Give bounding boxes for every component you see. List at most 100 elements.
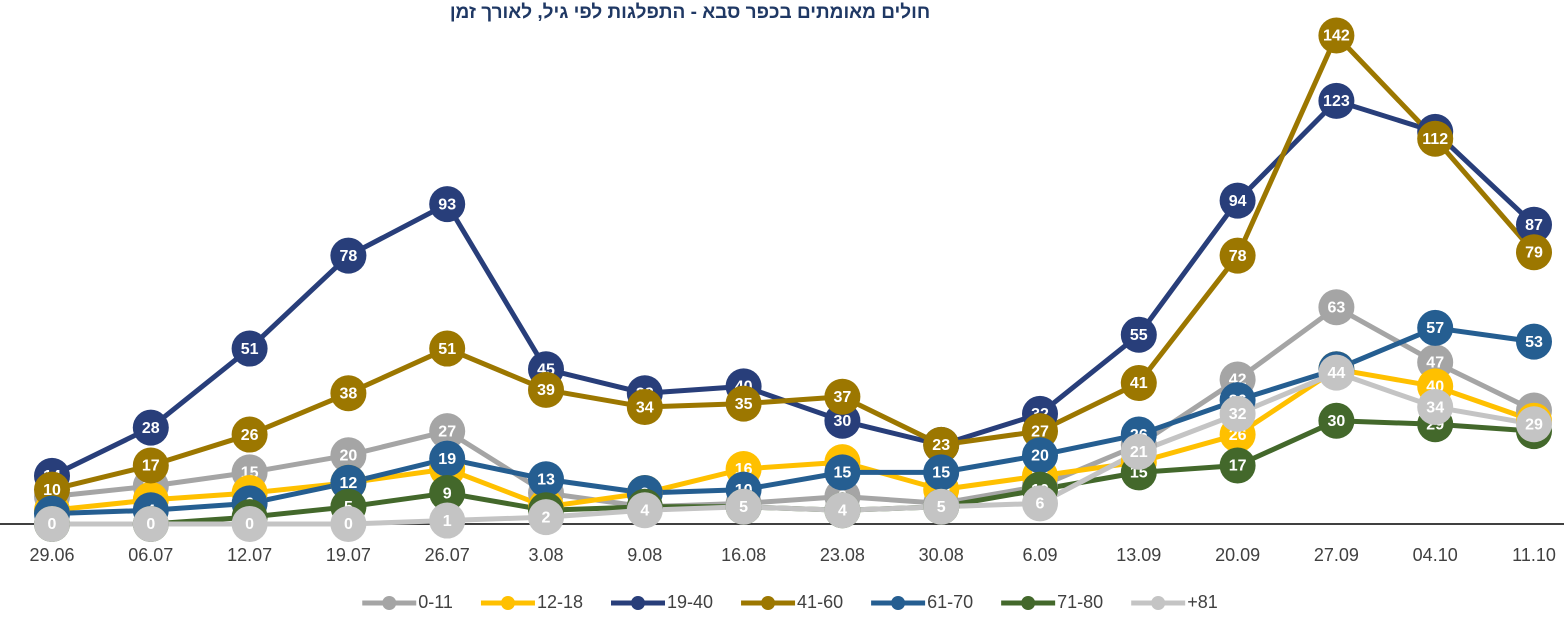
- data-label: 34: [1426, 399, 1444, 416]
- x-tick-label: 04.10: [1413, 545, 1458, 565]
- marker: [824, 492, 861, 529]
- data-label: 30: [834, 413, 852, 430]
- data-label: 78: [1229, 248, 1247, 265]
- x-tick-label: 6.09: [1022, 545, 1057, 565]
- data-label: 10: [43, 482, 61, 499]
- data-label: 1: [443, 513, 452, 530]
- x-tick-label: 26.07: [425, 545, 470, 565]
- marker: [1120, 364, 1157, 401]
- data-label: 5: [937, 499, 946, 516]
- legend-label: 0-11: [418, 592, 453, 612]
- data-label: 41: [1130, 375, 1148, 392]
- data-label: 4: [640, 502, 649, 519]
- marker: [1516, 406, 1552, 443]
- data-label: 15: [932, 465, 950, 482]
- legend-marker: [382, 596, 397, 610]
- marker: [1022, 485, 1058, 522]
- x-tick-label: 12.07: [227, 545, 272, 565]
- legend-marker: [500, 596, 515, 610]
- x-tick-label: 3.08: [528, 545, 563, 565]
- data-label: 47: [1426, 355, 1444, 372]
- marker: [923, 426, 960, 463]
- series-line: [50, 98, 1536, 479]
- marker: [330, 437, 367, 474]
- marker: [1318, 402, 1355, 439]
- marker: [626, 389, 663, 426]
- marker: [1516, 323, 1552, 360]
- marker: [429, 413, 466, 450]
- marker: [923, 454, 960, 491]
- data-label: 0: [48, 516, 57, 533]
- marker: [231, 330, 268, 367]
- data-label: 112: [1422, 131, 1448, 148]
- x-tick-label: 19.07: [326, 545, 371, 565]
- data-label: 38: [340, 385, 358, 402]
- data-label: 44: [1328, 365, 1346, 382]
- data-label: 4: [838, 502, 847, 519]
- marker: [1219, 182, 1256, 219]
- data-label: 0: [344, 516, 353, 533]
- marker: [1219, 395, 1256, 432]
- data-label: 0: [245, 516, 254, 533]
- marker: [1219, 237, 1256, 274]
- data-label: 39: [537, 382, 555, 399]
- data-label: 9: [443, 485, 452, 502]
- data-label: 123: [1323, 93, 1350, 110]
- marker: [725, 488, 762, 525]
- marker: [923, 488, 960, 525]
- data-label: 57: [1426, 320, 1444, 337]
- marker: [429, 502, 466, 539]
- legend-label: 41-60: [797, 592, 843, 612]
- data-label: 15: [834, 465, 852, 482]
- marker: [330, 237, 367, 274]
- x-tick-label: 30.08: [919, 545, 964, 565]
- chart-title: חולים מאומתים בכפר סבא - התפלגות לפי גיל…: [450, 2, 930, 23]
- marker: [429, 186, 466, 223]
- x-tick-label: 9.08: [627, 545, 662, 565]
- marker: [1120, 316, 1157, 353]
- data-label: 0: [146, 516, 155, 533]
- x-tick-label: 11.10: [1512, 545, 1556, 565]
- legend-label: 12-18: [537, 592, 583, 612]
- data-label: 17: [142, 458, 160, 475]
- marker: [1417, 389, 1454, 426]
- data-label: 12: [340, 475, 358, 492]
- data-label: 93: [438, 196, 456, 213]
- data-label: 53: [1525, 334, 1543, 351]
- x-tick-label: 29.06: [29, 545, 74, 565]
- legend-label: 19-40: [667, 592, 713, 612]
- legend-marker: [761, 596, 776, 610]
- data-label: 78: [340, 248, 358, 265]
- marker: [1318, 289, 1355, 326]
- legend-label: +81: [1187, 592, 1218, 612]
- legend-marker: [631, 596, 646, 610]
- marker: [132, 506, 169, 542]
- marker: [528, 371, 564, 408]
- marker: [429, 475, 466, 512]
- marker: [824, 378, 861, 415]
- marker: [725, 385, 762, 422]
- data-label: 20: [1031, 447, 1049, 464]
- series-line: [51, 33, 1536, 493]
- data-label: 20: [340, 447, 358, 464]
- x-tick-label: 06.07: [128, 545, 173, 565]
- legend-label: 71-80: [1057, 592, 1103, 612]
- marker: [132, 447, 169, 484]
- legend-marker: [1151, 596, 1166, 610]
- data-label: 19: [438, 451, 456, 468]
- data-label: 55: [1130, 327, 1148, 344]
- data-label: 23: [932, 437, 950, 454]
- data-label: 26: [241, 427, 259, 444]
- marker: [132, 409, 169, 446]
- series-line: [51, 304, 1536, 510]
- data-label: 51: [438, 341, 456, 358]
- data-label: 5: [739, 499, 748, 516]
- x-tick-label: 16.08: [721, 545, 766, 565]
- marker: [1022, 437, 1058, 474]
- data-label: 30: [1328, 413, 1346, 430]
- series-line: [51, 325, 1535, 517]
- data-label: 35: [735, 396, 753, 413]
- series-line: [51, 366, 1535, 513]
- marker: [429, 440, 466, 477]
